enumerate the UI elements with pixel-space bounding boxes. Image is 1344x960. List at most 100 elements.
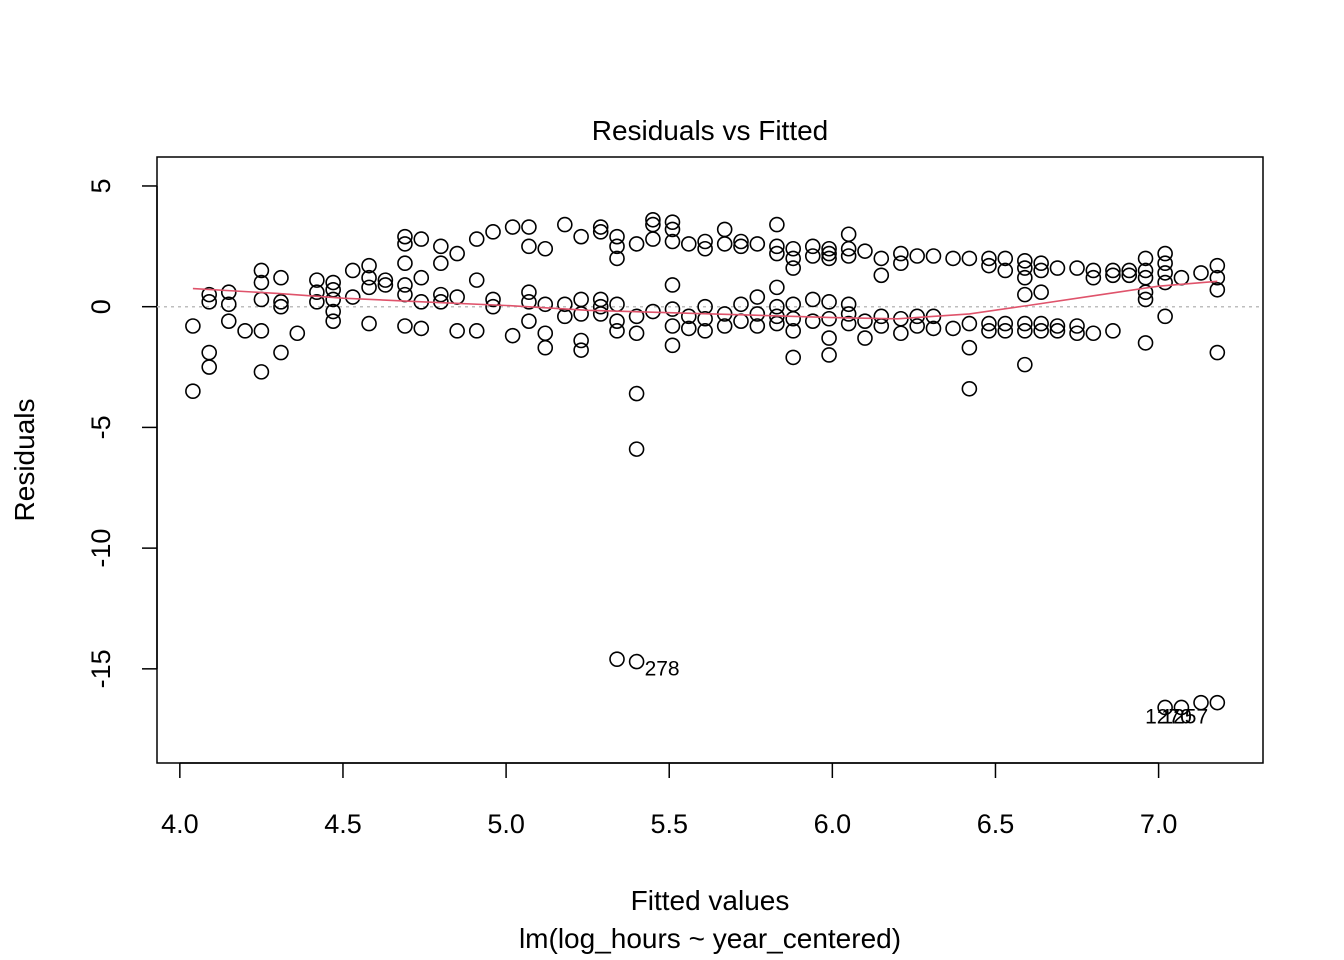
- residual-point: [289, 325, 306, 342]
- residual-point: [804, 238, 821, 255]
- residual-point: [1209, 694, 1226, 711]
- residual-point: [185, 318, 201, 334]
- residual-point: [449, 289, 465, 305]
- residual-point: [1209, 269, 1226, 286]
- x-tick-label: 5.5: [650, 809, 688, 839]
- residual-point: [1069, 325, 1085, 342]
- residual-point: [537, 325, 554, 342]
- residual-point: [413, 320, 430, 337]
- residual-point: [201, 294, 218, 310]
- residual-point: [1085, 262, 1102, 279]
- residual-point: [309, 272, 325, 288]
- residual-point: [1069, 318, 1085, 334]
- residual-point: [609, 250, 625, 267]
- y-tick-label: -10: [86, 529, 116, 568]
- residual-point: [485, 298, 501, 315]
- residual-point: [1105, 323, 1121, 339]
- residual-point: [573, 306, 589, 322]
- residual-point: [1033, 315, 1049, 332]
- residual-point: [1137, 250, 1154, 267]
- residual-point: [821, 245, 837, 262]
- residual-point: [1069, 260, 1085, 276]
- residual-point: [397, 286, 413, 303]
- residual-point: [925, 320, 942, 337]
- residual-point: [1017, 315, 1033, 332]
- residual-point: [557, 216, 573, 233]
- residual-point: [433, 255, 449, 272]
- residual-point: [1157, 245, 1173, 262]
- residual-point: [664, 337, 681, 354]
- residual-point: [909, 318, 925, 334]
- residual-point: [821, 330, 837, 346]
- residual-point: [1157, 255, 1173, 272]
- residual-point: [804, 313, 821, 329]
- residual-point: [609, 238, 625, 255]
- residual-point: [1033, 255, 1049, 272]
- residual-point: [645, 211, 661, 228]
- residual-point: [769, 298, 785, 315]
- residual-point: [1049, 318, 1066, 334]
- residual-point: [1209, 344, 1226, 361]
- plot-frame: [156, 156, 1264, 764]
- residual-point: [628, 325, 645, 342]
- residual-point: [573, 332, 589, 349]
- residual-point: [840, 296, 857, 313]
- residual-point: [804, 248, 821, 264]
- residual-point: [961, 250, 978, 267]
- residual-point: [1033, 323, 1049, 339]
- residual-point: [981, 257, 997, 274]
- point-label: 1257: [1161, 705, 1208, 728]
- residual-point: [804, 291, 821, 308]
- residual-point: [981, 315, 997, 332]
- residual-point: [628, 308, 645, 325]
- residual-point: [981, 323, 997, 339]
- residual-point: [749, 289, 766, 305]
- residual-point: [981, 250, 997, 267]
- residual-points: [185, 211, 1226, 716]
- residual-point: [1193, 265, 1209, 281]
- residual-point: [609, 651, 625, 667]
- x-axis-label: Fitted values: [631, 885, 790, 916]
- residual-point: [893, 255, 909, 272]
- residual-point: [397, 236, 413, 252]
- residual-point: [733, 233, 749, 250]
- residual-point: [468, 272, 485, 288]
- residual-point: [485, 224, 501, 240]
- residual-point: [1157, 274, 1173, 291]
- residual-point: [997, 250, 1014, 267]
- residual-point: [397, 228, 413, 245]
- residual-point: [1209, 281, 1226, 298]
- residual-point: [1017, 253, 1033, 269]
- residual-point: [1137, 335, 1154, 351]
- smoother-line: [192, 280, 1218, 320]
- residual-point: [592, 298, 609, 315]
- residual-point: [769, 216, 785, 233]
- residual-point: [273, 294, 289, 310]
- residual-point: [961, 339, 978, 356]
- x-axis: 4.0 4.5 5.0 5.5 6.0 6.5 7.0: [161, 762, 1178, 839]
- residual-point: [840, 248, 857, 264]
- residual-point: [997, 315, 1014, 332]
- residual-point: [716, 221, 733, 238]
- residual-point: [573, 342, 589, 358]
- residual-point: [785, 296, 801, 313]
- residual-point: [592, 306, 609, 322]
- residual-point: [397, 255, 413, 272]
- residual-point: [1049, 323, 1066, 339]
- residual-point: [397, 318, 413, 334]
- residual-point: [253, 323, 270, 339]
- x-tick-label: 6.5: [977, 809, 1015, 839]
- x-tick-label: 4.5: [324, 809, 362, 839]
- x-tick-label: 5.0: [487, 809, 525, 839]
- chart-title: Residuals vs Fitted: [592, 115, 829, 146]
- residual-point: [449, 323, 465, 339]
- residual-point: [361, 269, 377, 286]
- residual-point: [857, 313, 873, 329]
- residual-point: [873, 267, 890, 284]
- x-tick-label: 7.0: [1140, 809, 1178, 839]
- residual-point: [1017, 323, 1033, 339]
- residual-point: [201, 286, 218, 303]
- residual-point: [592, 219, 609, 235]
- residual-point: [1157, 265, 1173, 281]
- residual-point: [1017, 356, 1033, 373]
